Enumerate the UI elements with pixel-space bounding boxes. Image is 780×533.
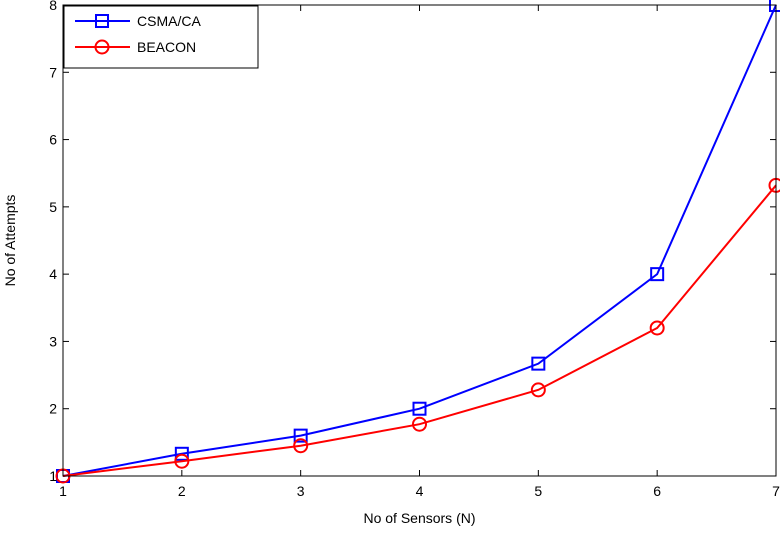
y-tick-label: 4	[49, 266, 57, 282]
y-tick-label: 7	[49, 64, 57, 80]
legend-item-beacon: BEACON	[75, 39, 196, 55]
legend-marker	[94, 39, 110, 55]
square-marker	[95, 14, 109, 28]
series-line	[62, 184, 777, 477]
legend-item-csma-ca: CSMA/CA	[75, 13, 201, 29]
y-tick-label: 3	[49, 333, 57, 349]
y-tick-label: 1	[49, 468, 57, 484]
circle-marker	[94, 39, 110, 55]
x-tick-label: 7	[772, 483, 780, 499]
legend-label: BEACON	[137, 39, 196, 55]
series-layer	[55, 0, 780, 484]
y-tick-label: 6	[49, 132, 57, 148]
y-axis-label: No of Attempts	[2, 195, 18, 287]
legend-label: CSMA/CA	[137, 13, 201, 29]
x-axis-label: No of Sensors (N)	[363, 510, 475, 526]
square-marker	[412, 401, 427, 416]
legend-marker	[95, 14, 109, 28]
x-tick-label: 3	[297, 483, 305, 499]
square-marker	[174, 446, 189, 461]
circle-marker	[174, 453, 190, 469]
plot-background	[63, 5, 776, 476]
circle-marker	[649, 320, 665, 336]
x-tick-label: 6	[653, 483, 661, 499]
tick-labels: 1 2 3 4 5 6 7 1 2 3 4 5 6 7 8	[49, 0, 780, 499]
y-tick-label: 8	[49, 0, 57, 13]
circle-marker	[412, 416, 427, 432]
circle-marker	[530, 382, 546, 398]
plot-frame	[62, 4, 777, 477]
legend: CSMA/CA BEACON	[63, 5, 259, 69]
square-marker	[293, 428, 308, 443]
x-tick-label: 5	[534, 483, 542, 499]
y-tick-label: 2	[49, 401, 57, 417]
x-tick-label: 2	[178, 483, 186, 499]
square-marker	[531, 356, 546, 371]
x-tick-label: 4	[416, 483, 424, 499]
plot-area	[55, 0, 780, 484]
y-tick-label: 5	[49, 199, 57, 215]
circle-marker	[293, 438, 309, 454]
x-tick-label: 1	[59, 483, 67, 499]
square-marker	[650, 267, 665, 282]
